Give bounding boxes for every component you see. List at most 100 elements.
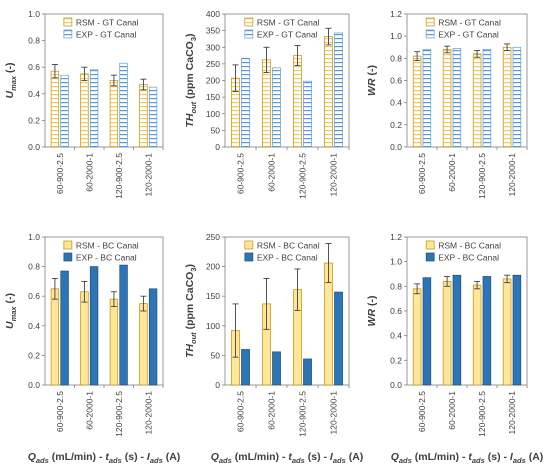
chart-panel-4: 0 50 100 150 200 250 THout (ppm CaCO3) 60-900-2… (184, 232, 350, 437)
bar-exp (512, 46, 522, 148)
bar-rsm (324, 36, 333, 148)
bar-rsm (109, 80, 119, 148)
y-tick-label: 0.8 (28, 36, 40, 46)
bar-rsm (109, 298, 119, 386)
x-tick-label: 60-900-2.5 (236, 153, 246, 194)
bottom-axis-label-left: Qads (mL/min) - tads (s) - Iads (A) (28, 451, 181, 465)
x-tick-label: 120-2000-1 (507, 153, 517, 197)
legend-label: RSM - BC Canal (257, 241, 320, 251)
x-tick-label: 120-900-2.5 (114, 391, 124, 437)
bar-rsm (139, 84, 148, 148)
x-tick-label: 120-2000-1 (143, 153, 153, 197)
bar-rsm (502, 278, 512, 386)
legend-swatch (425, 240, 435, 250)
legend-label: RSM - BC Canal (438, 241, 501, 251)
y-tick-label: 0.8 (390, 281, 402, 291)
y-tick-label: 1.2 (390, 9, 402, 19)
legend-swatch (425, 17, 435, 27)
y-tick-label: 0.0 (28, 142, 40, 152)
chart-panel-0: 0.0 0.2 0.4 0.6 0.8 1.0 Umax (-) 60-900-2.5 60-2… (4, 9, 164, 199)
legend-swatch (63, 29, 73, 39)
bar-exp (60, 270, 69, 386)
chart-panel-3: 0.0 0.2 0.4 0.6 0.8 1.0 Umax (-) 60-900-2.5 60-2… (4, 232, 164, 437)
y-tick-label: 0.4 (28, 89, 40, 99)
bar-rsm (472, 53, 482, 148)
x-tick-label: 60-2000-1 (84, 153, 94, 192)
y-tick-label: 0.4 (390, 98, 402, 108)
bottom-axis-label-middle: Qads (mL/min) - tads (s) - Iads (A) (211, 451, 364, 465)
y-axis-label: WR (-) (366, 65, 378, 96)
legend-label: EXP - BC Canal (76, 253, 137, 263)
x-tick-label: 120-2000-1 (507, 391, 517, 435)
y-tick-label: 1.2 (390, 232, 402, 242)
legend-swatch (63, 252, 73, 262)
y-tick-label: 0.0 (390, 142, 402, 152)
y-tick-label: 0.6 (390, 306, 402, 316)
legend-label: RSM - BC Canal (76, 241, 139, 251)
bar-exp (482, 276, 492, 386)
bar-exp (452, 48, 462, 148)
chart-panel-1: 0 50 100 150 200 250 300 350 400 THout (ppm CaCO3… (184, 9, 350, 199)
x-tick-label: 60-2000-1 (267, 391, 277, 430)
y-tick-label: 0.6 (28, 62, 40, 72)
legend-label: RSM - GT Canal (438, 18, 501, 28)
y-tick-label: 150 (206, 92, 220, 102)
bar-exp (241, 349, 250, 386)
y-tick-label: 250 (206, 59, 220, 69)
bar-rsm (412, 55, 422, 148)
legend-label: EXP - BC Canal (257, 253, 318, 263)
bar-exp (512, 274, 522, 386)
x-tick-label: 120-2000-1 (143, 391, 153, 435)
bar-exp (303, 80, 312, 148)
bar-exp (303, 358, 312, 386)
bar-exp (272, 351, 281, 386)
y-tick-label: 400 (206, 9, 220, 19)
y-tick-label: 0.2 (390, 120, 402, 130)
y-tick-label: 0.4 (390, 331, 402, 341)
y-tick-label: 200 (206, 262, 220, 272)
legend-swatch (244, 17, 254, 27)
bar-rsm (80, 73, 89, 148)
y-tick-label: 250 (206, 232, 220, 242)
bar-exp (89, 266, 99, 386)
y-axis-label: Umax (-) (4, 62, 18, 98)
bar-exp (422, 49, 432, 148)
bar-exp (148, 86, 158, 148)
bar-rsm (139, 303, 148, 386)
x-tick-label: 60-2000-1 (267, 153, 277, 192)
legend-swatch (425, 252, 435, 262)
legend-swatch (63, 17, 73, 27)
y-axis-label: THout (ppm CaCO3) (184, 33, 198, 127)
bar-exp (334, 32, 343, 148)
y-tick-label: 0.2 (28, 115, 40, 125)
bar-rsm (502, 46, 512, 148)
x-tick-label: 60-900-2.5 (417, 391, 427, 432)
bar-exp (452, 274, 462, 386)
legend-label: RSM - GT Canal (257, 18, 320, 28)
chart-panel-5: 0.0 0.2 0.4 0.6 0.8 1.0 1.2 WR (-) 60-900-2.5 60-… (366, 232, 528, 437)
legend-label: RSM - GT Canal (76, 18, 139, 28)
x-tick-label: 120-900-2.5 (477, 391, 487, 437)
x-tick-label: 60-900-2.5 (417, 153, 427, 194)
bar-rsm (293, 55, 302, 148)
x-tick-label: 120-900-2.5 (298, 391, 308, 437)
x-tick-label: 120-900-2.5 (477, 153, 487, 199)
x-tick-label: 60-2000-1 (447, 391, 457, 430)
x-tick-label: 60-2000-1 (84, 391, 94, 430)
x-tick-label: 60-900-2.5 (55, 391, 65, 432)
x-tick-label: 60-2000-1 (447, 153, 457, 192)
y-axis-label: THout (ppm CaCO3) (184, 264, 198, 358)
bar-rsm (442, 281, 452, 386)
bar-exp (272, 67, 281, 148)
y-axis-label: Umax (-) (4, 293, 18, 329)
y-tick-label: 0.8 (28, 262, 40, 272)
y-tick-label: 0.2 (28, 350, 40, 360)
bottom-axis-label-right: Qads (mL/min) - tads (s) - Iads (A) (391, 451, 544, 465)
y-tick-label: 100 (206, 321, 220, 331)
x-tick-label: 120-2000-1 (329, 391, 339, 435)
bar-exp (422, 277, 432, 386)
bar-rsm (472, 284, 482, 386)
y-tick-label: 150 (206, 291, 220, 301)
y-tick-label: 1.0 (390, 257, 402, 267)
